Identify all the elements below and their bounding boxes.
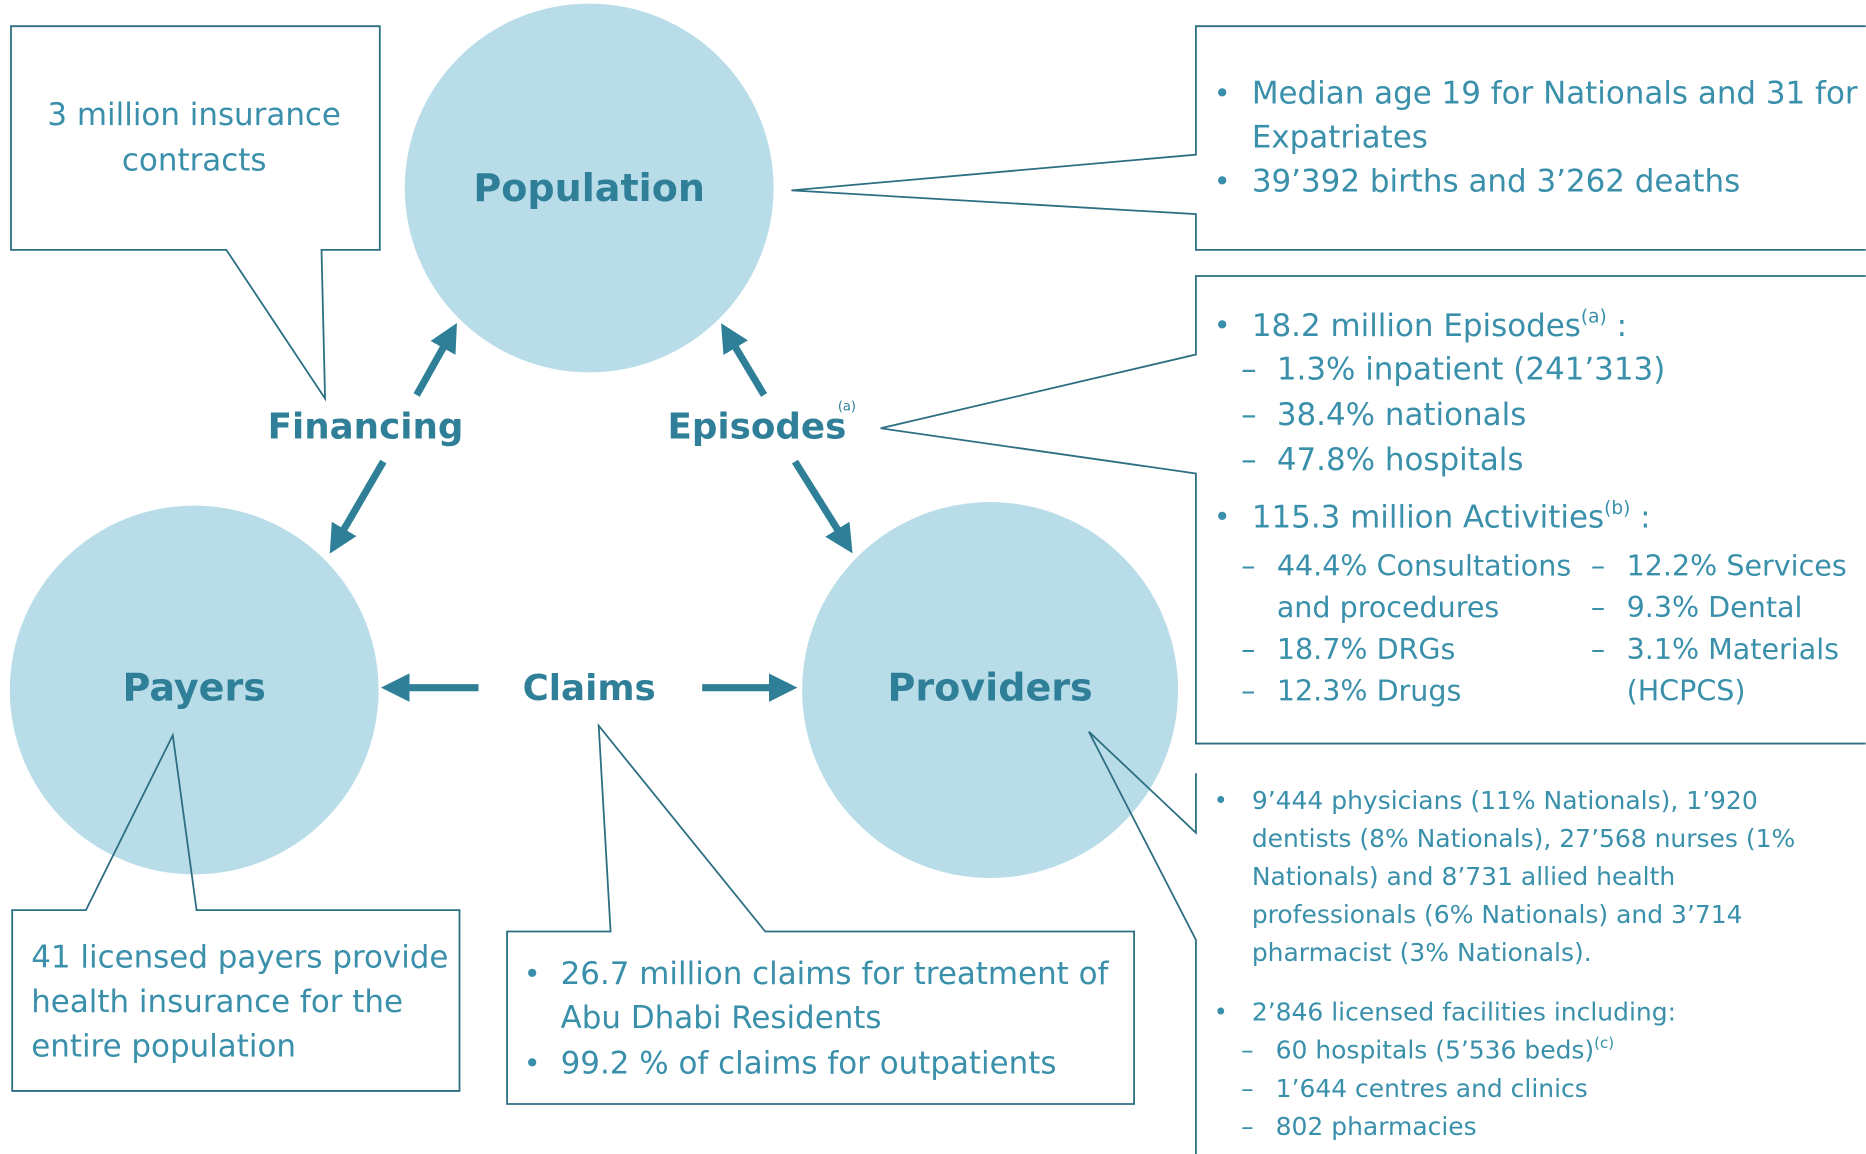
text-line: (HCPCS) [1627,673,1746,707]
text-line: 3 million insurance [47,97,341,133]
text-line: 1.3% inpatient (241’313) [1277,352,1665,388]
text-line: 9.3% Dental [1627,590,1803,624]
text-line: 38.4% nationals [1277,397,1527,433]
text-line: Expatriates [1252,120,1428,156]
dash: – [1591,590,1605,624]
dash: – [1241,352,1256,388]
text-line: 3.1% Materials [1627,632,1839,666]
footnote-mark: (c) [1594,1033,1614,1051]
text-line: 9’444 physicians (11% Nationals), 1’920 [1252,786,1758,815]
providers-circle [802,502,1179,878]
footnote-mark: (b) [1604,497,1630,518]
payers-callout [11,732,461,1092]
claims-callout [506,722,1135,1105]
text-line: 99.2 % of claims for outpatients [561,1045,1057,1081]
text-line: Abu Dhabi Residents [561,1000,882,1036]
text-line: 1’644 centres and clinics [1276,1074,1588,1103]
text-part: 60 hospitals (5’536 beds) [1276,1036,1595,1065]
text-line: professionals (6% Nationals) and 3’714 [1252,900,1743,929]
text-line: 12.2% Services [1627,548,1847,582]
footnote-mark: (a) [1581,306,1607,327]
text-line: dentists (8% Nationals), 27’568 nurses (… [1252,824,1795,853]
bullet: • [524,957,541,991]
dash: – [1241,1112,1253,1141]
arrow [329,459,387,554]
bullet: • [524,1046,541,1080]
arrow [721,323,768,397]
dash: – [1241,673,1255,707]
bullet: • [1214,164,1231,198]
flow-label: Claims [523,668,656,709]
episodes-callout [880,275,1866,745]
node-label: Providers [888,666,1093,710]
payers-circle [9,505,379,875]
text-part: 115.3 million Activities [1252,499,1604,535]
flow-label: Episodes [667,406,846,447]
text-line: 39’392 births and 3’262 deaths [1252,164,1740,200]
text-part: : [1630,499,1650,535]
dash: – [1241,442,1256,478]
text-line: contracts [122,142,267,178]
bullet: • [1214,76,1231,110]
bullet: • [1214,500,1231,534]
population-callout [791,25,1866,251]
text-line: 115.3 million Activities(b) : [1252,497,1651,535]
footnote-mark: (a) [838,399,856,414]
text-line: Nationals) and 8’731 allied health [1252,862,1675,891]
bullet: • [1214,998,1228,1026]
arrow [413,323,457,397]
node-label: Payers [122,666,265,710]
text-line: 2’846 licensed facilities including: [1252,998,1676,1027]
dash: – [1591,548,1605,582]
text-line: health insurance for the [31,984,403,1020]
text-part: : [1607,308,1627,344]
financing-callout [10,25,381,402]
text-line: and procedures [1277,590,1500,624]
text-line: entire population [31,1029,296,1065]
text-line: pharmacist (3% Nationals). [1252,938,1592,967]
text-part: 18.2 million Episodes [1252,308,1581,344]
text-line: 12.3% Drugs [1277,673,1462,707]
dash: – [1591,632,1605,666]
dash: – [1241,397,1256,433]
bullet: • [1214,308,1231,342]
flow-label: Financing [268,406,464,447]
dash: – [1241,548,1255,582]
text-line: 41 licensed payers provide [31,939,448,975]
text-line: 60 hospitals (5’536 beds)(c) [1276,1033,1614,1064]
arrow [791,459,853,554]
text-line: 44.4% Consultations [1277,548,1571,582]
text-line: 18.7% DRGs [1277,632,1456,666]
dash: – [1241,1036,1253,1065]
text-line: 26.7 million claims for treatment of [561,956,1110,992]
text-line: Median age 19 for Nationals and 31 for [1252,76,1858,112]
dash: – [1241,1074,1253,1103]
bullet: • [1214,786,1228,814]
providers-callout [1088,731,1197,1154]
population-circle [404,3,774,373]
text-line: 18.2 million Episodes(a) : [1252,306,1627,344]
node-label: Population [473,166,705,210]
dash: – [1241,632,1255,666]
text-line: 802 pharmacies [1276,1112,1477,1141]
text-line: 47.8% hospitals [1277,442,1524,478]
